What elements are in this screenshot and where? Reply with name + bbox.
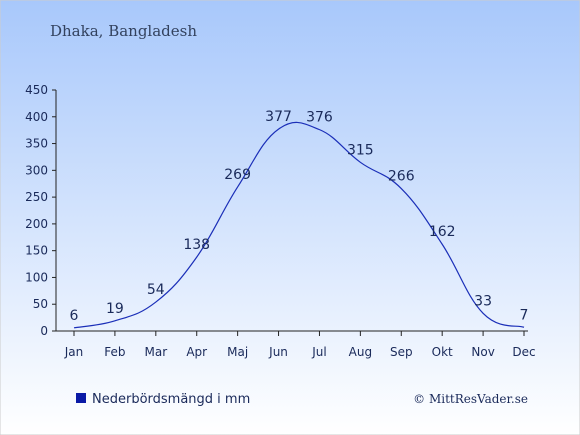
data-label: 269 xyxy=(224,167,251,183)
x-axis: Jan Feb Mar Apr Maj Jun Jul Aug Sep Okt Nov Dec xyxy=(56,330,536,359)
y-tick-label: 50 xyxy=(33,297,48,311)
x-tick-label: Maj xyxy=(227,345,248,359)
plot-area xyxy=(73,121,525,329)
x-tick-label: Mar xyxy=(144,345,167,359)
data-label: 162 xyxy=(429,224,456,240)
x-tick-label: Nov xyxy=(471,345,494,359)
data-labels: 6 19 54 138 269 377 376 315 266 162 33 7 xyxy=(70,109,529,324)
y-tick-label: 100 xyxy=(25,270,48,284)
data-label: 266 xyxy=(388,169,415,185)
x-tick-label: Okt xyxy=(432,345,453,359)
y-tick-label: 0 xyxy=(40,324,48,338)
x-tick-label: Aug xyxy=(349,345,372,359)
y-tick-label: 300 xyxy=(25,163,48,177)
y-tick-label: 250 xyxy=(25,190,48,204)
series-line xyxy=(73,121,525,329)
data-label: 315 xyxy=(347,142,374,158)
data-label: 54 xyxy=(147,282,165,298)
data-label: 6 xyxy=(70,308,79,324)
legend-marker xyxy=(76,393,86,403)
x-tick-label: Feb xyxy=(104,345,125,359)
legend-label: Nederbördsmängd i mm xyxy=(92,392,250,407)
y-tick-label: 450 xyxy=(25,83,48,97)
data-label: 7 xyxy=(520,307,529,323)
y-tick-label: 150 xyxy=(25,244,48,258)
y-axis: 0 50 100 150 200 250 300 350 400 450 xyxy=(25,83,57,338)
x-tick-label: Sep xyxy=(390,345,413,359)
x-tick-label: Apr xyxy=(186,345,207,359)
data-label: 19 xyxy=(106,301,124,317)
x-tick-label: Jul xyxy=(311,345,326,359)
x-tick-label: Jan xyxy=(64,345,84,359)
data-label: 377 xyxy=(265,109,292,125)
credit-text: © MittResVader.se xyxy=(413,392,528,406)
y-tick-label: 400 xyxy=(25,110,48,124)
y-tick-label: 350 xyxy=(25,137,48,151)
chart-title: Dhaka, Bangladesh xyxy=(50,22,197,40)
data-label: 138 xyxy=(183,237,210,253)
data-label: 33 xyxy=(474,293,492,309)
x-tick-label: Jun xyxy=(268,345,288,359)
x-tick-label: Dec xyxy=(512,345,535,359)
data-label: 376 xyxy=(306,110,333,126)
y-tick-label: 200 xyxy=(25,217,48,231)
